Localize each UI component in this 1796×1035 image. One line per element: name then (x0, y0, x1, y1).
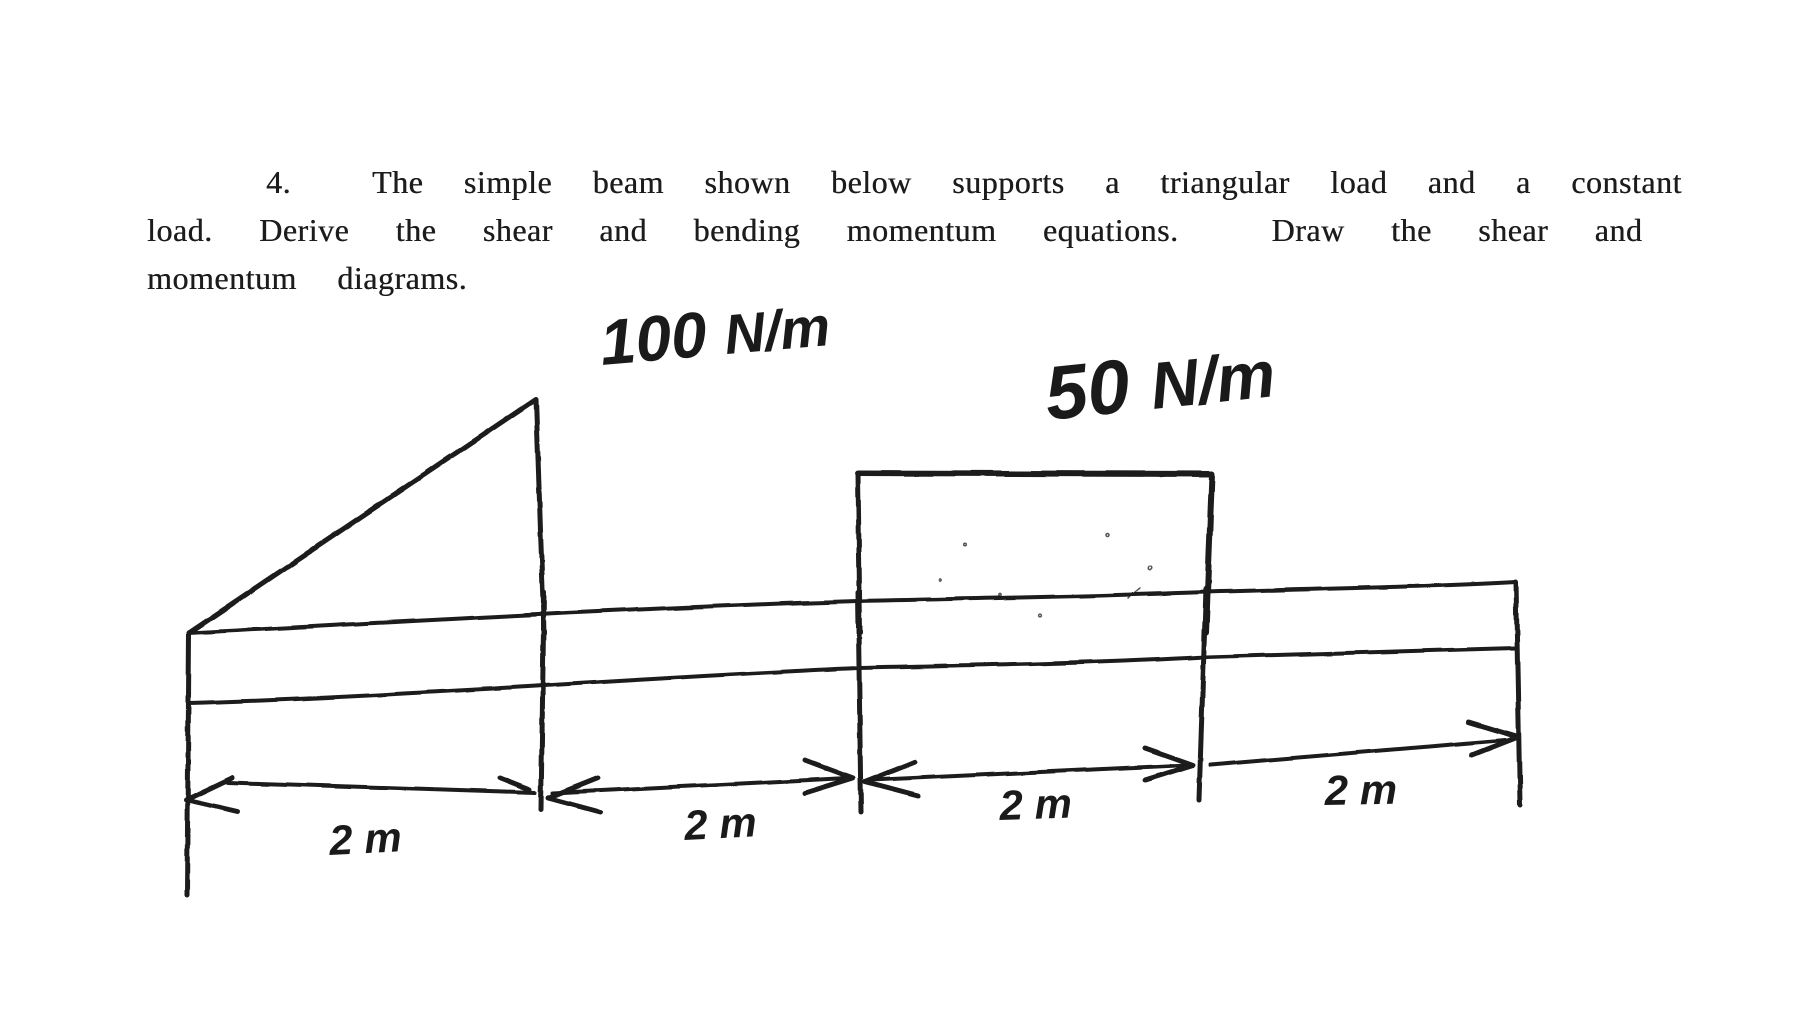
svg-text:50 N/m: 50 N/m (1041, 328, 1279, 437)
svg-text:2 m: 2 m (1323, 766, 1397, 814)
svg-text:2 m: 2 m (998, 779, 1073, 829)
svg-text:2 m: 2 m (682, 798, 758, 849)
svg-text:100 N/m: 100 N/m (597, 287, 833, 379)
svg-text:2 m: 2 m (327, 813, 403, 864)
